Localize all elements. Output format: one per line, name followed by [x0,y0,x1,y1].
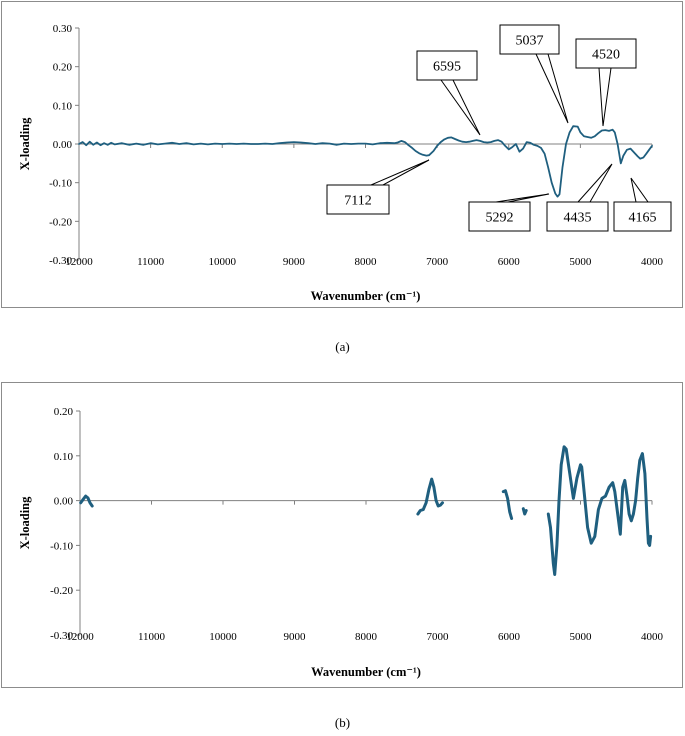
y-tick-label: -0.20 [50,585,73,597]
x-tick-label: 7000 [426,256,449,268]
callout-label: 4520 [592,48,620,63]
y-axis-title: X-loading [18,117,32,171]
x-tick-label: 9000 [283,256,306,268]
x-axis-title: Wavenumber (cm⁻¹) [311,289,421,303]
callout-pointer [576,163,613,203]
callout-pointer [598,67,612,127]
callout-pointer [495,193,550,203]
callout-box [613,201,672,232]
y-tick-label: 0.00 [53,139,73,151]
caption-a: (a) [335,339,350,354]
y-tick-label: -0.10 [50,540,73,552]
x-tick-label: 10000 [209,256,237,268]
y-tick-label: 0.20 [54,406,74,418]
x-axis-title: Wavenumber (cm⁻¹) [311,665,421,679]
callout-pointer [630,177,649,203]
y-tick-label: -0.10 [49,178,72,190]
series-line-3 [501,489,514,520]
x-tick-label: 7000 [427,631,450,643]
y-axis-title: X-loading [18,496,32,550]
y-tick-label: 0.00 [54,496,74,508]
x-tick-label: 9000 [284,631,307,643]
y-tick-label: -0.30 [49,255,72,267]
x-tick-label: 12000 [66,631,94,643]
series-line-4 [521,507,528,516]
callout-box [575,38,637,69]
callout-box [326,184,390,215]
callout-label: 6595 [433,60,461,75]
series-line-5 [546,445,653,576]
caption-b: (b) [334,715,351,730]
chart-panel-b: 0.20 0.10 0.00 -0.10 -0.20 -0.30 12000 11000 100… [1,382,683,688]
y-tick-label: 0.30 [53,23,73,35]
callout-label: 7112 [344,194,371,209]
x-tick-label: 8000 [355,631,378,643]
series-line-2 [416,477,444,516]
x-tick-label: 4000 [641,631,664,643]
callout-box [468,201,531,232]
x-tick-label: 12000 [65,256,93,268]
callout-box [416,50,478,81]
y-tick-label: 0.20 [53,62,73,74]
x-tick-label: 4000 [641,256,664,268]
callout-box [499,24,560,55]
y-tick-label: -0.30 [50,630,73,642]
callout-pointer [440,79,481,136]
callout-pointer [370,159,430,186]
callout-label: 4165 [629,211,657,226]
x-tick-label: 11000 [138,631,166,643]
chart-panel-a: 0.30 0.20 0.10 0.00 -0.10 -0.20 -0.30 12000 1100… [1,1,683,308]
x-tick-label: 11000 [137,256,165,268]
x-tick-label: 6000 [498,256,521,268]
callout-label: 4435 [564,211,592,226]
callout-box [546,201,609,232]
series-line-1 [78,125,653,198]
y-tick-label: 0.10 [53,100,73,112]
x-tick-label: 10000 [209,631,237,643]
callout-label: 5037 [516,34,544,49]
x-tick-label: 8000 [355,256,378,268]
series-line-1 [79,494,94,508]
callout-label: 5292 [486,211,514,226]
x-tick-label: 5000 [569,256,592,268]
x-tick-label: 6000 [498,631,521,643]
x-tick-label: 5000 [570,631,593,643]
callout-pointer [535,53,569,124]
y-tick-label: -0.20 [49,216,72,228]
y-tick-label: 0.10 [54,451,74,463]
